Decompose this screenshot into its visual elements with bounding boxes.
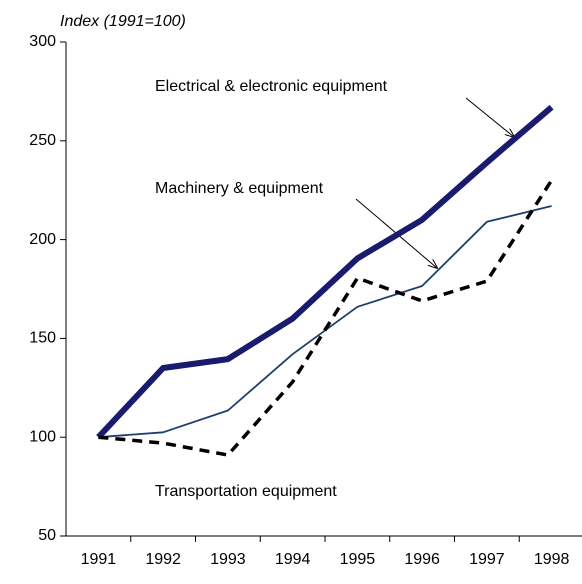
y-axis-label: Index (1991=100) <box>60 13 186 30</box>
x-tick-label: 1994 <box>275 551 311 568</box>
series-label: Transportation equipment <box>155 483 337 500</box>
series-label: Machinery & equipment <box>155 180 324 197</box>
series-label: Electrical & electronic equipment <box>155 78 388 95</box>
y-tick-label: 300 <box>29 33 56 50</box>
x-tick-label: 1993 <box>210 551 246 568</box>
x-tick-label: 1995 <box>340 551 376 568</box>
series-line <box>98 205 552 439</box>
x-tick-label: 1991 <box>81 551 117 568</box>
y-tick-label: 200 <box>29 231 56 248</box>
x-tick-label: 1997 <box>469 551 505 568</box>
x-tick-label: 1998 <box>534 551 570 568</box>
y-tick-label: 250 <box>29 132 56 149</box>
series-line <box>98 179 554 457</box>
x-tick-label: 1996 <box>404 551 440 568</box>
y-tick-label: 100 <box>29 428 56 445</box>
series-line <box>96 104 554 440</box>
annotation-arrow <box>465 97 514 137</box>
y-tick-label: 50 <box>38 527 56 544</box>
y-tick-label: 150 <box>29 330 56 347</box>
x-tick-label: 1992 <box>145 551 181 568</box>
